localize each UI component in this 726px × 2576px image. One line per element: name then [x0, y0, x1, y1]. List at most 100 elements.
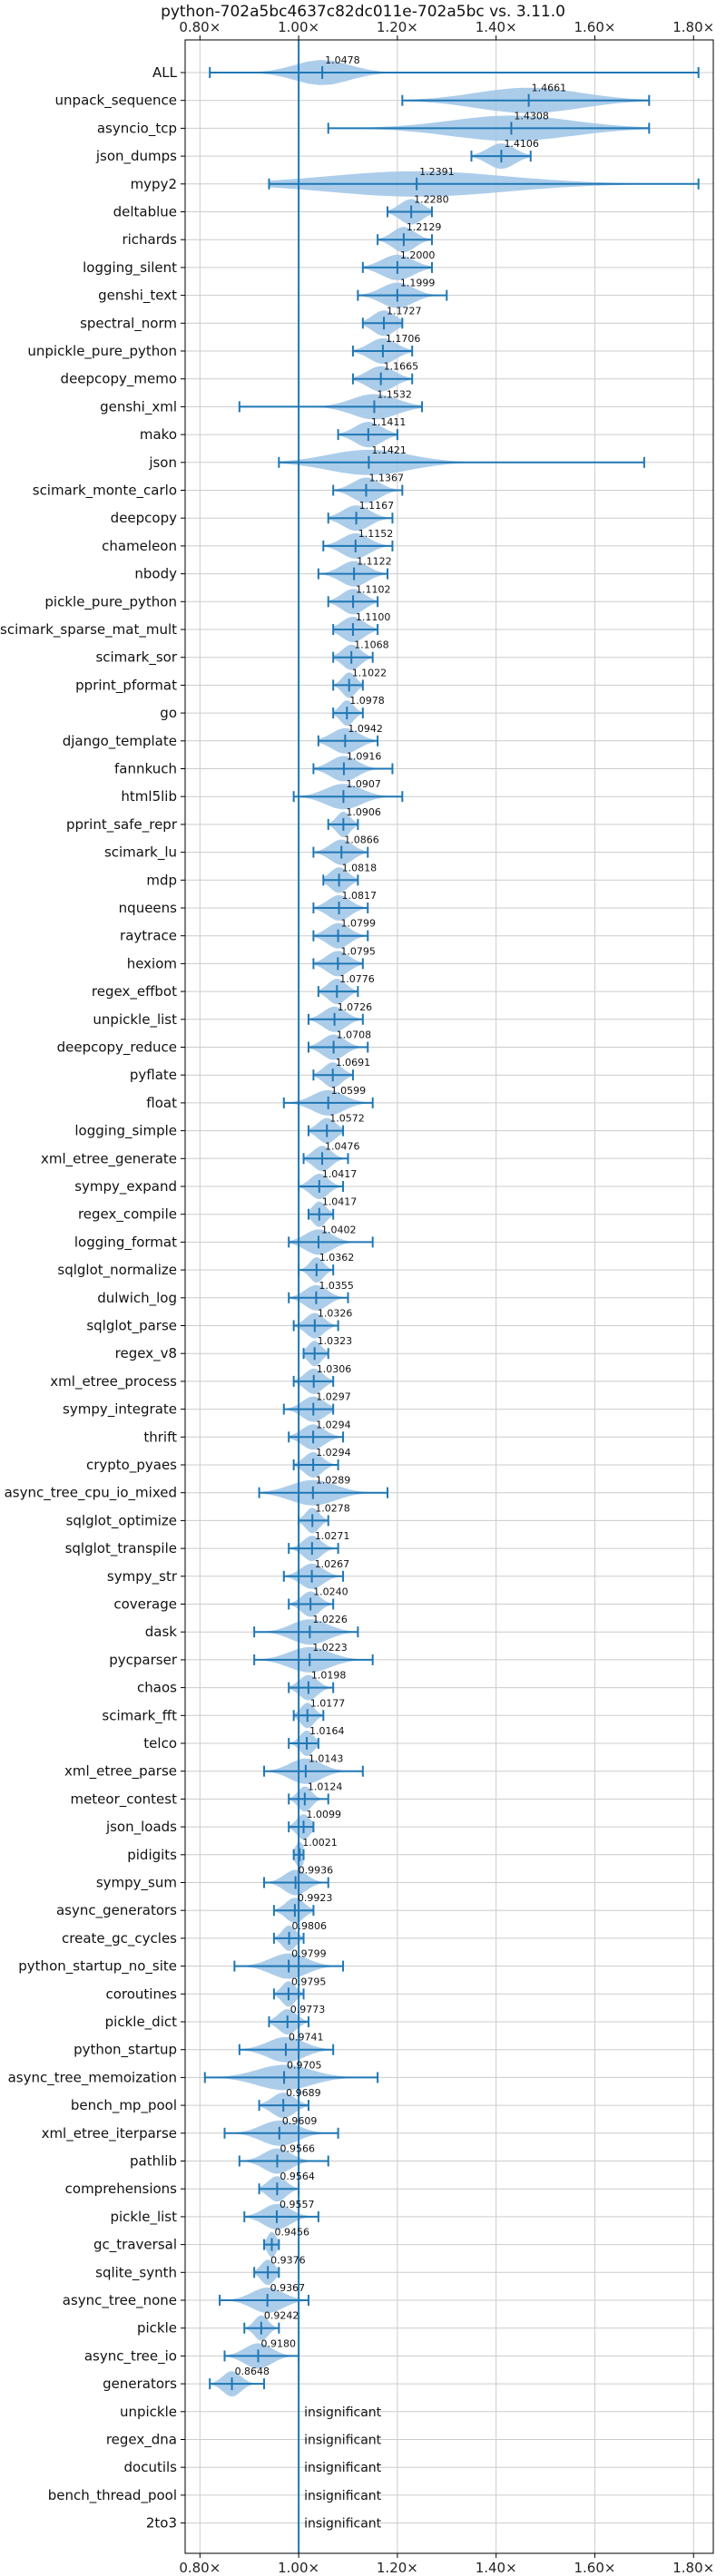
- category-label: python_startup_no_site: [18, 1958, 177, 1976]
- category-label: pathlib: [130, 2153, 177, 2170]
- value-label: 1.0726: [338, 1001, 373, 1013]
- value-label: 1.0476: [325, 1140, 360, 1152]
- value-label: 0.9936: [299, 1865, 334, 1877]
- category-label: comprehensions: [65, 2181, 178, 2197]
- category-label: ALL: [152, 64, 178, 81]
- value-label: 1.0143: [309, 1753, 344, 1765]
- category-label: regex_compile: [78, 1206, 177, 1224]
- value-label: 1.1411: [371, 416, 407, 428]
- value-label: 1.0124: [308, 1781, 343, 1792]
- value-label: 1.1367: [368, 473, 404, 484]
- category-label: meteor_contest: [70, 1791, 177, 1808]
- category-label: pycparser: [109, 1652, 178, 1668]
- insignificant-label: insignificant: [304, 2517, 382, 2532]
- category-label: unpickle_pure_python: [27, 343, 177, 360]
- value-label: 1.2000: [400, 249, 436, 261]
- category-label: scimark_monte_carlo: [33, 483, 177, 500]
- category-label: json: [148, 454, 177, 471]
- whiskers: [203, 66, 700, 2391]
- category-label: regex_v8: [115, 1345, 177, 1362]
- value-label: 1.0223: [312, 1642, 348, 1654]
- x-tick-label-top: 0.80×: [179, 19, 221, 35]
- category-label: unpickle_list: [93, 1011, 177, 1029]
- value-label: 1.0355: [319, 1280, 354, 1292]
- category-label: sqlglot_transpile: [65, 1540, 177, 1557]
- value-label: 1.0402: [321, 1224, 357, 1235]
- x-tick-label-bottom: 1.80×: [672, 2560, 714, 2576]
- category-label: sqlglot_optimize: [66, 1512, 177, 1529]
- value-label: 1.1122: [357, 556, 392, 568]
- value-label: 1.1068: [354, 639, 389, 651]
- value-label: 1.0708: [337, 1029, 372, 1041]
- category-label: mdp: [146, 872, 177, 888]
- x-tick-label-bottom: 0.80×: [179, 2560, 221, 2576]
- value-label: 1.0795: [340, 945, 376, 957]
- category-label: spectral_norm: [80, 315, 177, 332]
- category-label: 2to3: [146, 2515, 177, 2532]
- value-label: 1.0691: [336, 1057, 371, 1068]
- value-label: 0.9806: [292, 1920, 328, 1932]
- category-label: asyncio_tcp: [97, 120, 177, 137]
- insignificant-label: insignificant: [304, 2405, 382, 2420]
- category-label: scimark_sor: [95, 649, 177, 667]
- value-label: 0.9456: [275, 2227, 310, 2239]
- value-label: 1.1022: [352, 667, 388, 678]
- violin-body: [210, 60, 699, 85]
- x-tick-label-top: 1.20×: [377, 19, 418, 35]
- x-axis-bottom: 0.80× 1.00× 1.20× 1.40× 1.60× 1.80×: [179, 2553, 714, 2576]
- category-label: sympy_sum: [96, 1875, 177, 1892]
- category-label: sympy_integrate: [63, 1401, 177, 1419]
- category-label: sqlglot_normalize: [57, 1262, 177, 1279]
- category-label: pickle_list: [110, 2209, 177, 2226]
- value-label: 1.1706: [386, 333, 421, 345]
- category-label: genshi_text: [98, 288, 177, 305]
- value-label: 1.1100: [356, 611, 391, 623]
- category-label: pickle_dict: [105, 2014, 177, 2031]
- category-label: create_gc_cycles: [62, 1930, 177, 1947]
- value-label: 1.1167: [359, 500, 395, 512]
- category-label: pyflate: [130, 1067, 177, 1083]
- category-label: unpickle: [120, 2404, 177, 2420]
- value-label: 0.9566: [280, 2143, 315, 2155]
- value-label: 1.0177: [310, 1697, 346, 1709]
- value-label: 1.0599: [331, 1085, 367, 1097]
- category-label: raytrace: [120, 928, 177, 944]
- value-label: 0.9367: [270, 2282, 306, 2294]
- value-label: 0.9799: [291, 1948, 327, 1960]
- category-label: mako: [140, 426, 177, 443]
- category-label: scimark_fft: [102, 1707, 177, 1724]
- value-label: 0.9376: [270, 2254, 306, 2266]
- category-label: xml_etree_iterparse: [42, 2125, 177, 2142]
- value-label: 1.0818: [342, 862, 378, 873]
- category-label: float: [146, 1095, 177, 1111]
- category-label: django_template: [63, 733, 177, 750]
- category-label: bench_thread_pool: [48, 2487, 177, 2504]
- category-label: sqlite_synth: [95, 2264, 177, 2281]
- value-label: 1.0417: [322, 1196, 358, 1208]
- value-label: 1.0817: [342, 890, 378, 902]
- value-label: 1.0271: [315, 1530, 350, 1542]
- value-label: 0.9242: [264, 2310, 299, 2322]
- category-label: scimark_sparse_mat_mult: [0, 621, 177, 639]
- value-label: 1.1152: [358, 528, 394, 540]
- value-label: 0.9689: [286, 2087, 321, 2099]
- category-label: gc_traversal: [93, 2237, 177, 2254]
- category-label: async_tree_io: [84, 2347, 177, 2365]
- category-label: deepcopy: [111, 510, 177, 526]
- x-tick-label-top: 1.60×: [574, 19, 615, 35]
- category-label: hexiom: [127, 955, 177, 971]
- category-label: xml_etree_parse: [64, 1763, 177, 1781]
- category-label: html5lib: [121, 788, 177, 805]
- value-label: 1.0866: [344, 834, 379, 846]
- value-label: 0.8648: [235, 2366, 270, 2377]
- value-label: 1.0278: [315, 1502, 350, 1514]
- category-label: pprint_pformat: [75, 677, 177, 694]
- chart-title: python-702a5bc4637c82dc011e-702a5bc vs. …: [161, 3, 565, 21]
- category-label: sqlglot_parse: [86, 1318, 177, 1335]
- value-label: 1.0164: [309, 1725, 345, 1737]
- value-label: 1.1665: [384, 361, 419, 373]
- value-label: 1.0099: [306, 1809, 341, 1820]
- category-label: logging_simple: [74, 1123, 177, 1140]
- category-label: async_generators: [56, 1902, 177, 1919]
